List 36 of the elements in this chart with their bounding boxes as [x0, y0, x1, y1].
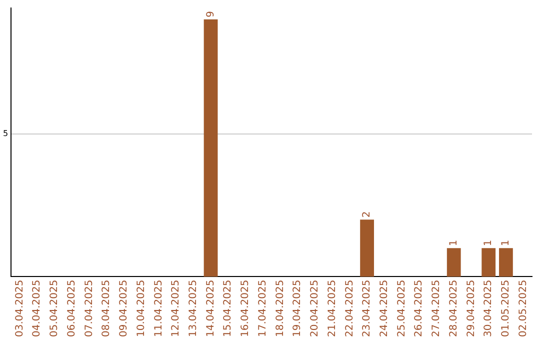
y-tick-label: 5 — [2, 128, 8, 138]
x-tick-label: 09.04.2025 — [118, 280, 130, 338]
x-tick-label: 05.04.2025 — [49, 280, 60, 338]
data-label: 1 — [483, 240, 494, 246]
x-tick-label: 07.04.2025 — [84, 280, 95, 338]
x-tick-label: 24.04.2025 — [379, 280, 390, 338]
x-tick-label: 14.04.2025 — [205, 280, 216, 338]
data-label: 2 — [362, 211, 373, 218]
data-label: 9 — [205, 11, 216, 18]
x-tick-label: 12.04.2025 — [170, 280, 182, 338]
x-tick-label: 01.05.2025 — [500, 280, 512, 338]
x-tick-label: 11.04.2025 — [153, 280, 164, 338]
x-tick-label: 06.04.2025 — [66, 280, 78, 338]
x-tick-label: 03.04.2025 — [14, 280, 26, 338]
x-tick-label: 04.04.2025 — [32, 280, 43, 338]
x-tick-label: 08.04.2025 — [101, 280, 112, 338]
data-label: 1 — [500, 240, 512, 246]
x-tick-label: 20.04.2025 — [310, 280, 321, 338]
x-tick-label: 13.04.2025 — [188, 280, 199, 338]
x-tick-label: 15.04.2025 — [222, 280, 234, 338]
x-tick-label: 26.04.2025 — [414, 280, 425, 338]
x-tick-label: 23.04.2025 — [362, 280, 373, 338]
x-tick-label: 21.04.2025 — [326, 280, 338, 338]
x-tick-label: 25.04.2025 — [396, 280, 408, 338]
x-tick-label: 02.05.2025 — [518, 280, 529, 338]
x-tick-label: 29.04.2025 — [466, 280, 477, 338]
x-tick-label: 28.04.2025 — [448, 280, 460, 338]
x-tick-label: 27.04.2025 — [431, 280, 442, 338]
x-tick-label: 17.04.2025 — [257, 280, 268, 338]
x-tick-label: 22.04.2025 — [344, 280, 356, 338]
x-tick-label: 19.04.2025 — [292, 280, 304, 338]
x-tick-label: 30.04.2025 — [483, 280, 494, 338]
x-tick-label: 16.04.2025 — [240, 280, 252, 338]
x-tick-label: 10.04.2025 — [136, 280, 147, 338]
x-tick-label: 18.04.2025 — [274, 280, 286, 338]
data-label: 1 — [448, 240, 460, 246]
